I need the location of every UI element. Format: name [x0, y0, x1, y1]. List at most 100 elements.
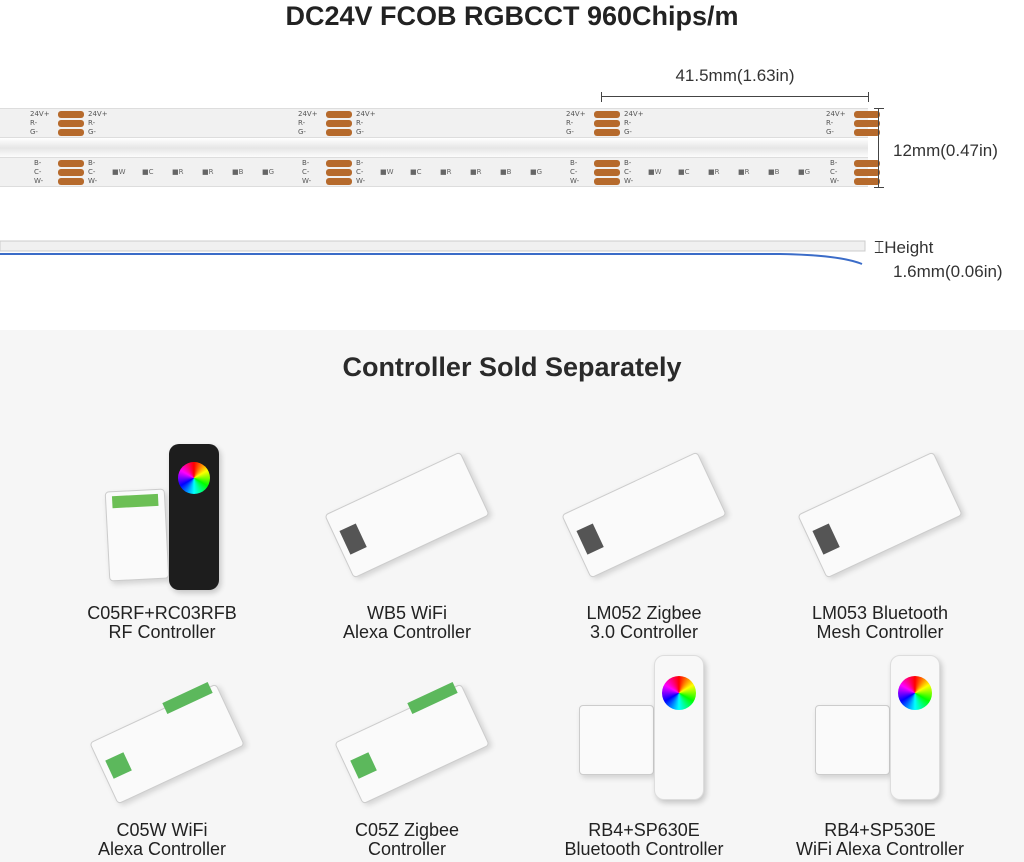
- solder-pad: [854, 111, 880, 118]
- product-card[interactable]: C05RF+RC03RFB RF Controller: [47, 440, 277, 642]
- product-card[interactable]: RB4+SP630E Bluetooth Controller: [529, 655, 759, 859]
- product-name: C05Z Zigbee: [354, 820, 460, 840]
- product-card[interactable]: LM053 Bluetooth Mesh Controller: [765, 440, 995, 642]
- chip-label: ■C: [678, 168, 690, 176]
- pad-label: W-: [34, 177, 44, 185]
- height-label: ⌶Height: [874, 238, 934, 257]
- pad-label: 24V+: [88, 110, 108, 118]
- product-image: [47, 440, 277, 590]
- width-dimension-line: [874, 108, 884, 188]
- pad-label: 24V+: [298, 110, 318, 118]
- pad-label: 24V+: [624, 110, 644, 118]
- pad-label: G-: [356, 128, 364, 136]
- remote-image: [169, 444, 219, 590]
- length-label: 41.5mm(1.63in): [675, 66, 795, 85]
- product-type: Controller: [367, 839, 447, 859]
- chip-label: ■C: [410, 168, 422, 176]
- solder-pad: [58, 129, 84, 136]
- pad-label: W-: [356, 177, 366, 185]
- pad-label: R-: [88, 119, 96, 127]
- height-value: 1.6mm(0.06in): [893, 262, 1003, 281]
- solder-pad: [854, 160, 880, 167]
- pad-label: C-: [302, 168, 310, 176]
- chip-label: ■G: [798, 168, 811, 176]
- pad-label: R-: [566, 119, 574, 127]
- pad-label: C-: [34, 168, 42, 176]
- chip-label: ■W: [112, 168, 126, 176]
- product-card[interactable]: C05W WiFi Alexa Controller: [47, 660, 277, 859]
- pad-label: R-: [356, 119, 364, 127]
- pad-label: R-: [826, 119, 834, 127]
- solder-pad: [594, 178, 620, 185]
- solder-pad: [594, 111, 620, 118]
- solder-pad: [594, 120, 620, 127]
- pad-label: G-: [826, 128, 834, 136]
- pad-label: W-: [624, 177, 634, 185]
- pad-label: W-: [88, 177, 98, 185]
- product-card[interactable]: WB5 WiFi Alexa Controller: [292, 440, 522, 642]
- chip-label: ■G: [262, 168, 275, 176]
- pad-label: R-: [298, 119, 306, 127]
- chip-label: ■G: [530, 168, 543, 176]
- pad-label: W-: [830, 177, 840, 185]
- chip-label: ■R: [440, 168, 452, 176]
- chip-label: ■B: [768, 168, 780, 176]
- pad-label: G-: [624, 128, 632, 136]
- remote-image: [654, 655, 704, 800]
- product-image: [292, 440, 522, 590]
- pad-label: B-: [570, 159, 578, 167]
- controller-image: [324, 451, 490, 579]
- solder-pad: [326, 178, 352, 185]
- solder-pad: [326, 129, 352, 136]
- pad-label: G-: [566, 128, 574, 136]
- chip-label: ■W: [648, 168, 662, 176]
- product-name: RB4+SP630E: [588, 820, 700, 840]
- product-card[interactable]: LM052 Zigbee 3.0 Controller: [529, 440, 759, 642]
- solder-pad: [594, 129, 620, 136]
- product-type: Alexa Controller: [97, 839, 227, 859]
- strip-upper: [0, 108, 868, 138]
- pad-label: R-: [30, 119, 38, 127]
- pad-label: C-: [570, 168, 578, 176]
- product-image: [765, 440, 995, 590]
- pad-label: 24V+: [356, 110, 376, 118]
- page-title: DC24V FCOB RGBCCT 960Chips/m: [285, 1, 739, 31]
- height-text: Height: [884, 238, 934, 257]
- pad-label: B-: [88, 159, 96, 167]
- controller-image: [334, 682, 490, 805]
- product-name: C05RF+RC03RFB: [87, 603, 237, 623]
- pad-label: C-: [624, 168, 632, 176]
- product-image: [529, 655, 759, 805]
- controller-image: [579, 705, 654, 775]
- pad-label: B-: [356, 159, 364, 167]
- pad-label: B-: [302, 159, 310, 167]
- pad-label: 24V+: [30, 110, 50, 118]
- pad-label: G-: [88, 128, 96, 136]
- product-type: 3.0 Controller: [589, 622, 699, 642]
- product-image: [529, 440, 759, 590]
- pad-label: C-: [830, 168, 838, 176]
- pad-label: 24V+: [566, 110, 586, 118]
- product-card[interactable]: RB4+SP530E WiFi Alexa Controller: [765, 655, 995, 859]
- chip-label: ■R: [470, 168, 482, 176]
- product-card[interactable]: C05Z Zigbee Controller: [292, 660, 522, 859]
- remote-image: [890, 655, 940, 800]
- pad-label: W-: [302, 177, 312, 185]
- solder-pad: [854, 178, 880, 185]
- solder-pad: [594, 169, 620, 176]
- chip-label: ■B: [500, 168, 512, 176]
- controller-image: [104, 488, 170, 582]
- pad-label: B-: [624, 159, 632, 167]
- chip-label: ■W: [380, 168, 394, 176]
- strip-middle: [0, 138, 868, 158]
- controller-image: [561, 451, 727, 579]
- section-title: Controller Sold Separately: [342, 352, 682, 382]
- product-name: C05W WiFi: [116, 820, 208, 840]
- solder-pad: [854, 120, 880, 127]
- solder-pad: [58, 111, 84, 118]
- controller-image: [815, 705, 890, 775]
- product-image: [292, 655, 522, 805]
- chip-label: ■B: [232, 168, 244, 176]
- pad-label: G-: [30, 128, 38, 136]
- product-type: Alexa Controller: [342, 622, 472, 642]
